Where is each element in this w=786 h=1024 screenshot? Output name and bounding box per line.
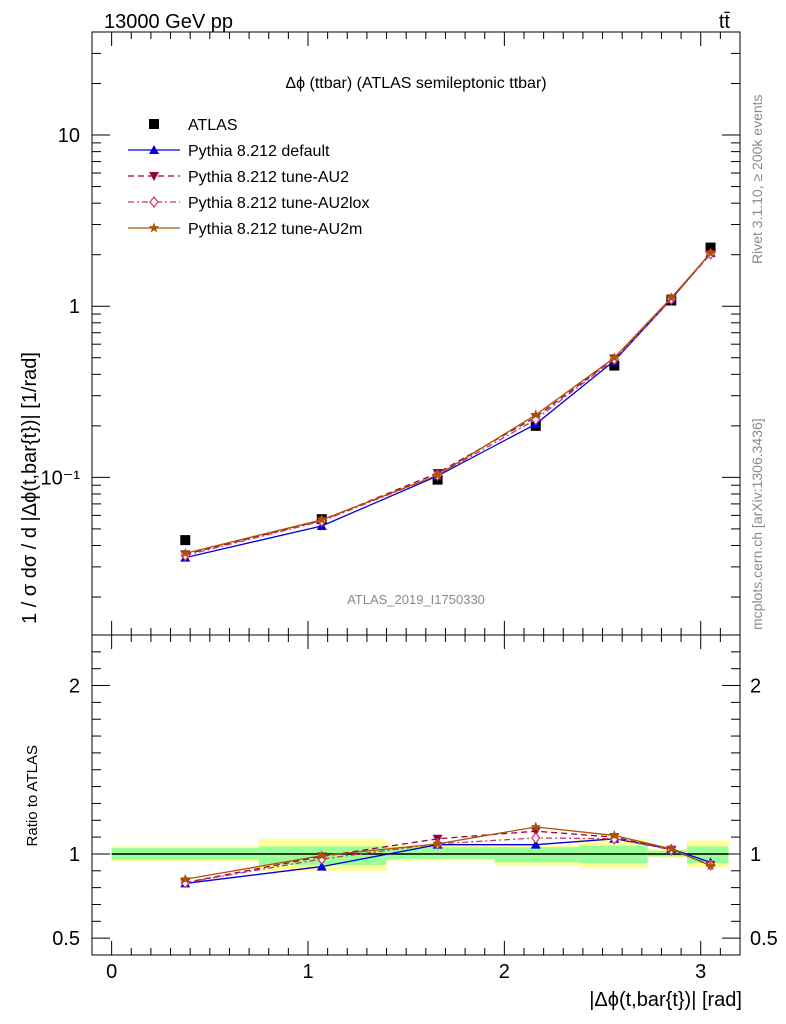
ratio-point-pythia-8-212-tune-au2m (180, 873, 191, 884)
ratio-point-pythia-8-212-tune-au2m (316, 850, 327, 861)
band-inner (386, 847, 495, 859)
x-axis-label: |Δϕ(t,bar{t})| [rad] (589, 989, 742, 1011)
band-inner (686, 846, 729, 864)
point-atlas (180, 535, 191, 546)
legend-label-pythia-8-212-default: Pythia 8.212 default (188, 143, 330, 160)
main-plot-title: Δϕ (ttbar) (ATLAS semileptonic ttbar) (285, 75, 546, 92)
x-tick-label: 3 (695, 961, 706, 983)
point-pythia-8-212-tune-au2m (432, 469, 443, 480)
ratio-y-tick-label-right: 2 (750, 676, 761, 698)
ratio-y-tick-label: 2 (69, 676, 80, 698)
process-label: tt̄ (719, 11, 731, 33)
ratio-point-pythia-8-212-tune-au2m (609, 829, 620, 840)
point-pythia-8-212-tune-au2m (530, 409, 541, 420)
legend-marker-pythia-8-212-tune-au2 (149, 172, 159, 181)
ratio-point-pythia-8-212-tune-au2m (666, 843, 677, 854)
ratio-point-pythia-8-212-tune-au2m (432, 838, 443, 849)
ratio-y-tick-label: 1 (69, 844, 80, 866)
legend-label-atlas: ATLAS (188, 117, 238, 134)
point-atlas (705, 242, 716, 253)
line-pythia-8-212-tune-au2lox (185, 253, 712, 557)
ratio-y-axis-label: Ratio to ATLAS (24, 745, 41, 846)
ratio-point-pythia-8-212-tune-au2m (530, 821, 541, 832)
ratio-plot-frame (91, 634, 741, 956)
legend-label-pythia-8-212-tune-au2: Pythia 8.212 tune-AU2 (188, 169, 349, 186)
x-tick-label: 2 (499, 961, 510, 983)
legend-label-pythia-8-212-tune-au2lox: Pythia 8.212 tune-AU2lox (188, 195, 369, 212)
energy-label: 13000 GeV pp (104, 11, 233, 33)
legend-label-pythia-8-212-tune-au2m: Pythia 8.212 tune-AU2m (188, 221, 362, 238)
main-y-axis-label: 1 / σ dσ / d |Δϕ(t,bar{t})| [1/rad] (19, 352, 41, 624)
line-pythia-8-212-default (185, 252, 712, 559)
point-atlas (609, 360, 620, 371)
legend-marker-pythia-8-212-default (149, 145, 159, 154)
ratio-point-pythia-8-212-tune-au2lox (531, 831, 541, 844)
ratio-point-pythia-8-212-default (316, 861, 327, 871)
ratio-y-tick-label-right: 1 (750, 844, 761, 866)
x-tick-label: 0 (106, 961, 117, 983)
line-pythia-8-212-tune-au2m (185, 252, 712, 554)
x-tick-label: 1 (302, 961, 313, 983)
ratio-y-tick-label: 0.5 (52, 928, 80, 950)
rivet-label: Rivet 3.1.10, ≥ 200k events (749, 94, 765, 264)
point-pythia-8-212-tune-au2m (609, 352, 620, 363)
line-pythia-8-212-tune-au2 (185, 253, 712, 556)
point-pythia-8-212-tune-au2m (316, 514, 327, 525)
legend-marker-atlas (149, 119, 159, 129)
legend-marker-pythia-8-212-tune-au2m (148, 222, 160, 233)
y-tick-label: 10⁻¹ (41, 467, 81, 489)
analysis-id-label: ATLAS_2019_I1750330 (347, 592, 485, 607)
y-tick-label: 10 (58, 125, 80, 147)
point-pythia-8-212-tune-au2m (666, 292, 677, 303)
ratio-point-pythia-8-212-tune-au2m (705, 860, 716, 871)
legend: ATLAS Pythia 8.212 default Pythia 8.212 tu… (128, 117, 369, 238)
y-tick-label: 1 (69, 296, 80, 318)
mcplots-label: mcplots.cern.ch [arXiv:1306.3436] (749, 418, 765, 630)
legend-marker-pythia-8-212-tune-au2lox (149, 196, 159, 208)
ratio-point-pythia-8-212-default (530, 839, 541, 849)
point-pythia-8-212-tune-au2m (705, 247, 716, 258)
ratio-y-tick-label-right: 0.5 (750, 928, 778, 950)
point-pythia-8-212-tune-au2m (180, 547, 191, 558)
band-inner (494, 847, 579, 863)
